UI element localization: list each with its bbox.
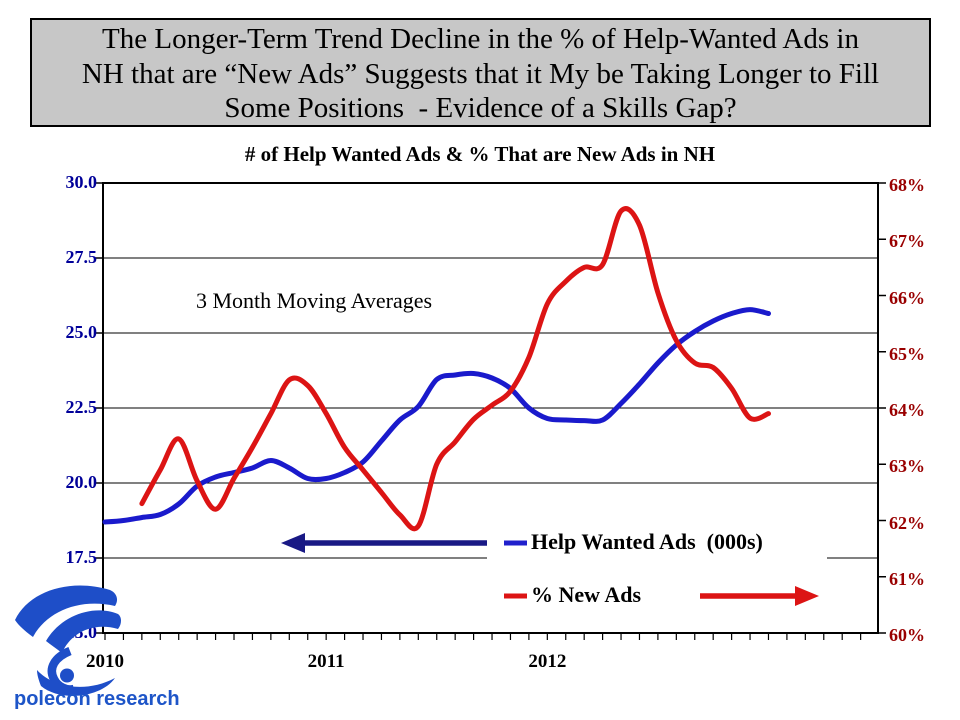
line-help-wanted-ads: [102, 307, 771, 525]
right-axis-label-67%: 67%: [889, 231, 925, 252]
logo-swoosh-outer: [15, 585, 118, 637]
right-axis-label-62%: 62%: [889, 512, 925, 533]
logo-swoosh-inner: [46, 610, 121, 653]
headline-line-3: Some Positions - Evidence of a Skills Ga…: [224, 92, 737, 124]
left-axis-label-20.0: 20.0: [65, 472, 98, 492]
right-axis-label-60%: 60%: [889, 625, 925, 645]
headline-line-2: NH that are “New Ads” Suggests that it M…: [81, 57, 880, 90]
right-axis-label-66%: 66%: [889, 287, 925, 308]
annotation-moving-averages: 3 Month Moving Averages: [196, 288, 433, 313]
left-axis-label-25.0: 25.0: [65, 322, 98, 342]
logo-dot: [60, 668, 74, 683]
polecon-logo-text: polecon research: [14, 688, 180, 710]
x-axis-year-label-2010: 2010: [86, 651, 124, 672]
legend-item-new-ads: % New Ads: [531, 582, 642, 607]
headline-box: The Longer-Term Trend Decline in the % o…: [30, 18, 931, 127]
logo-smile: [37, 670, 115, 696]
line-percent-new-ads: [139, 206, 771, 532]
right-axis-label-61%: 61%: [889, 568, 925, 589]
legend-bg-2: [487, 579, 733, 613]
left-axis-label-30.0: 30.0: [65, 172, 98, 192]
legend-bg-1: [487, 526, 827, 560]
right-axis-label-68%: 68%: [889, 175, 925, 195]
x-axis-year-label-2012: 2012: [528, 651, 567, 672]
red-right-arrow-head-icon: [795, 586, 819, 606]
legend-item-help-wanted-ads: Help Wanted Ads (000s): [531, 529, 763, 554]
blue-left-arrow-head-icon: [281, 533, 305, 553]
polecon-logo-icon: [15, 585, 121, 696]
left-axis-label-22.5: 22.5: [65, 397, 98, 417]
headline-line-1: The Longer-Term Trend Decline in the % o…: [102, 23, 859, 55]
chart-title: # of Help Wanted Ads & % That are New Ad…: [244, 142, 716, 166]
right-axis-label-64%: 64%: [889, 400, 925, 420]
left-axis-label-27.5: 27.5: [65, 247, 98, 267]
x-axis-year-label-2011: 2011: [307, 651, 345, 672]
right-axis-label-63%: 63%: [889, 456, 925, 477]
right-axis-label-65%: 65%: [889, 343, 925, 364]
left-axis-label-17.5: 17.5: [65, 547, 98, 567]
